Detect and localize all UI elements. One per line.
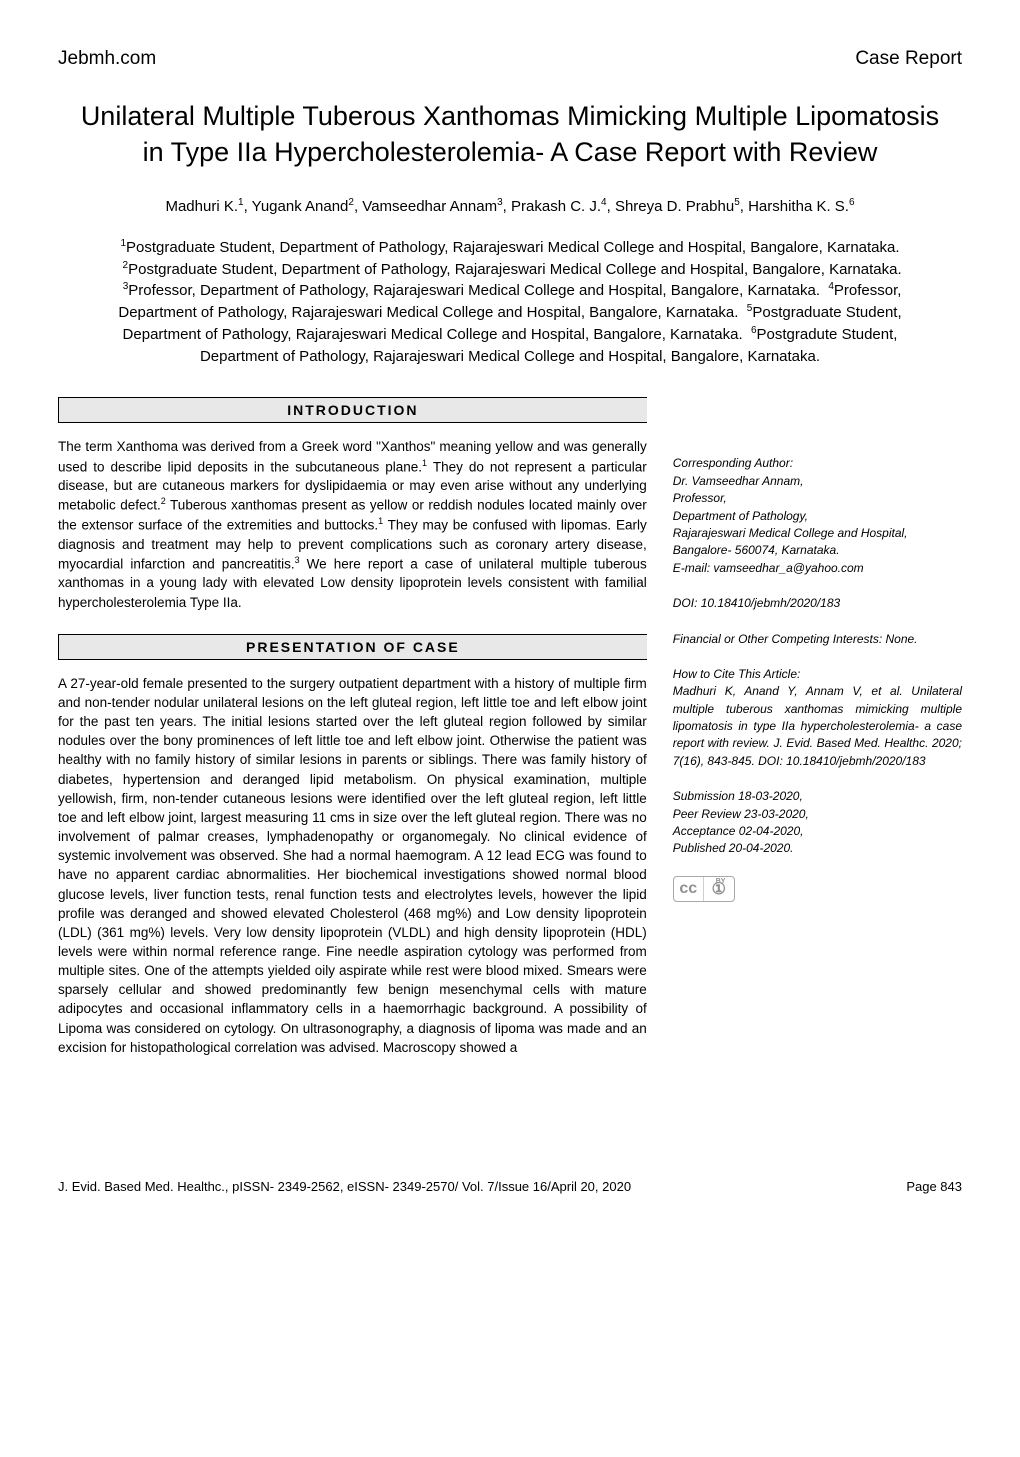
corresponding-label: Corresponding Author: [673, 455, 962, 472]
citation-block: How to Cite This Article: Madhuri K, Ana… [673, 666, 962, 770]
corresponding-role: Professor, [673, 490, 962, 507]
corresponding-author-block: Corresponding Author: Dr. Vamseedhar Ann… [673, 455, 962, 577]
corresponding-institution: Rajarajeswari Medical College and Hospit… [673, 525, 962, 542]
footer-page-number: Page 843 [906, 1179, 962, 1194]
right-column-sidebar: Corresponding Author: Dr. Vamseedhar Ann… [673, 397, 962, 1079]
submission-date: Submission 18-03-2020, [673, 788, 962, 805]
acceptance-date: Acceptance 02-04-2020, [673, 823, 962, 840]
page-title: Unilateral Multiple Tuberous Xanthomas M… [68, 98, 952, 171]
page-root: Jebmh.com Case Report Unilateral Multipl… [0, 0, 1020, 1234]
cc-license-badge: cc ① BY [673, 876, 962, 902]
report-type: Case Report [855, 48, 962, 70]
corresponding-name: Dr. Vamseedhar Annam, [673, 473, 962, 490]
cc-badge-icon: cc ① BY [673, 876, 735, 902]
authors-line: Madhuri K.1, Yugank Anand2, Vamseedhar A… [58, 197, 962, 215]
corresponding-city: Bangalore- 560074, Karnataka. [673, 542, 962, 559]
cc-by-icon: ① BY [704, 876, 734, 902]
peer-review-date: Peer Review 23-03-2020, [673, 806, 962, 823]
page-footer: J. Evid. Based Med. Healthc., pISSN- 234… [58, 1169, 962, 1194]
cc-logo-icon: cc [674, 876, 704, 902]
footer-journal-info: J. Evid. Based Med. Healthc., pISSN- 234… [58, 1179, 631, 1194]
site-name: Jebmh.com [58, 48, 156, 70]
cite-label: How to Cite This Article: [673, 666, 962, 683]
case-body: A 27-year-old female presented to the su… [58, 674, 647, 1057]
introduction-body: The term Xanthoma was derived from a Gre… [58, 437, 647, 611]
cite-text: Madhuri K, Anand Y, Annam V, et al. Unil… [673, 683, 962, 770]
financial-interests-block: Financial or Other Competing Interests: … [673, 631, 962, 648]
title-block: Unilateral Multiple Tuberous Xanthomas M… [58, 98, 962, 171]
two-column-layout: INTRODUCTION The term Xanthoma was deriv… [58, 397, 962, 1079]
corresponding-email: E-mail: vamseedhar_a@yahoo.com [673, 560, 962, 577]
dates-block: Submission 18-03-2020, Peer Review 23-03… [673, 788, 962, 858]
section-heading-introduction: INTRODUCTION [58, 397, 647, 423]
left-column: INTRODUCTION The term Xanthoma was deriv… [58, 397, 647, 1079]
affiliations: 1Postgraduate Student, Department of Pat… [86, 237, 934, 368]
header-row: Jebmh.com Case Report [58, 48, 962, 70]
corresponding-dept: Department of Pathology, [673, 508, 962, 525]
section-heading-case: PRESENTATION OF CASE [58, 634, 647, 660]
doi-block: DOI: 10.18410/jebmh/2020/183 [673, 595, 962, 612]
published-date: Published 20-04-2020. [673, 840, 962, 857]
